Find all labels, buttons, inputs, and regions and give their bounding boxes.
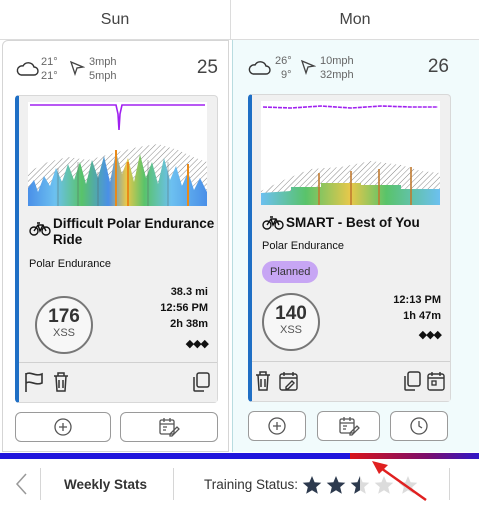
schedule-button[interactable] — [390, 411, 448, 441]
wind-direction-icon — [69, 60, 85, 76]
workout-card[interactable]: SMART - Best of You Polar Endurance Plan… — [248, 94, 451, 402]
temp-low: 9° — [281, 69, 292, 81]
workout-chart — [28, 102, 207, 206]
card-actions — [252, 361, 450, 401]
horizontal-scrollbar[interactable] — [0, 453, 479, 459]
copy-icon[interactable] — [191, 371, 211, 393]
scrollbar-thumb[interactable] — [350, 453, 479, 459]
divider — [449, 468, 450, 500]
xss-badge: 140 XSS — [262, 293, 320, 351]
workout-distance: 38.3 mi — [170, 286, 208, 298]
day-header-mon: Mon — [231, 0, 479, 40]
copy-icon[interactable] — [402, 370, 422, 392]
plus-circle-icon — [54, 418, 72, 436]
day-column-sun[interactable]: 21° 21° 3mph 5mph 25 — [2, 40, 229, 452]
workout-time: 12:13 PM — [393, 294, 441, 306]
workout-title-line1: Difficult Polar Endurance — [53, 216, 215, 231]
workout-stats: 12:13 PM 1h 47m — [393, 292, 441, 324]
bike-icon — [29, 222, 51, 236]
divider — [40, 468, 41, 500]
calendar-edit-icon — [159, 418, 180, 437]
card-actions — [19, 362, 217, 402]
wind-speed: 3mph 5mph — [89, 55, 117, 83]
trash-icon[interactable] — [52, 371, 70, 393]
workout-duration: 2h 38m — [170, 318, 208, 330]
chevron-left-icon[interactable] — [14, 472, 28, 496]
difficulty-indicator: ◆◆◆ — [418, 329, 442, 341]
weekly-stats-label[interactable]: Weekly Stats — [64, 477, 148, 492]
clock-icon — [410, 417, 428, 435]
workout-title-line2: Ride — [53, 232, 83, 247]
day-column-mon[interactable]: 26° 9° 10mph 32mph 26 — [232, 40, 479, 452]
bike-icon — [262, 216, 284, 230]
temperature-range: 21° 21° — [41, 55, 58, 83]
plan-workout-button[interactable] — [317, 411, 380, 441]
xss-badge: 176 XSS — [35, 296, 93, 354]
day-number: 26 — [427, 56, 449, 77]
workout-chart — [261, 101, 440, 205]
workout-subtitle: Polar Endurance — [29, 258, 111, 270]
status-badge: Planned — [262, 261, 319, 283]
flag-icon[interactable] — [23, 371, 45, 393]
workout-duration: 1h 47m — [403, 310, 441, 322]
temperature-range: 26° 9° — [275, 54, 292, 82]
training-status-label: Training Status: — [204, 477, 299, 492]
calendar-edit-icon — [338, 417, 360, 436]
wind-low: 3mph — [89, 56, 117, 68]
wind-speed: 10mph 32mph — [320, 54, 354, 82]
plan-workout-button[interactable] — [120, 412, 218, 442]
xss-label: XSS — [52, 327, 75, 339]
calendar-icon[interactable] — [426, 370, 446, 392]
wind-direction-icon — [300, 59, 316, 75]
day-name: Mon — [339, 10, 371, 28]
workout-stats: 38.3 mi 12:56 PM 2h 38m — [160, 284, 208, 332]
workout-card[interactable]: Difficult Polar Endurance Ride Polar End… — [15, 95, 218, 403]
wind-high: 5mph — [89, 70, 117, 82]
workout-title[interactable]: SMART - Best of You — [286, 215, 420, 230]
workout-title[interactable]: Difficult Polar Endurance Ride — [53, 216, 214, 248]
xss-value: 176 — [48, 306, 80, 327]
day-name: Sun — [100, 10, 130, 28]
workout-time: 12:56 PM — [160, 302, 208, 314]
xss-label: XSS — [279, 324, 302, 336]
difficulty-indicator: ◆◆◆ — [185, 338, 209, 350]
bottom-bar: Weekly Stats Training Status: — [0, 459, 479, 509]
star-icon — [326, 476, 346, 494]
cloud-icon — [16, 62, 39, 76]
wind-high: 32mph — [320, 69, 354, 81]
plus-circle-icon — [268, 417, 286, 435]
wind-low: 10mph — [320, 55, 354, 67]
trash-icon[interactable] — [254, 370, 272, 392]
temp-high: 26° — [275, 55, 292, 67]
star-icon — [302, 476, 322, 494]
add-workout-button[interactable] — [15, 412, 111, 442]
xss-value: 140 — [275, 303, 307, 324]
cloud-icon — [248, 61, 271, 75]
add-workout-button[interactable] — [248, 411, 306, 441]
divider — [173, 468, 174, 500]
temp-low: 21° — [41, 70, 58, 82]
temp-high: 21° — [41, 56, 58, 68]
star-half-icon — [350, 476, 370, 494]
workout-subtitle: Polar Endurance — [262, 240, 344, 252]
day-number: 25 — [196, 57, 218, 78]
annotation-arrow-icon — [372, 461, 427, 502]
day-header-sun: Sun — [0, 0, 231, 40]
calendar-edit-icon[interactable] — [278, 370, 300, 392]
